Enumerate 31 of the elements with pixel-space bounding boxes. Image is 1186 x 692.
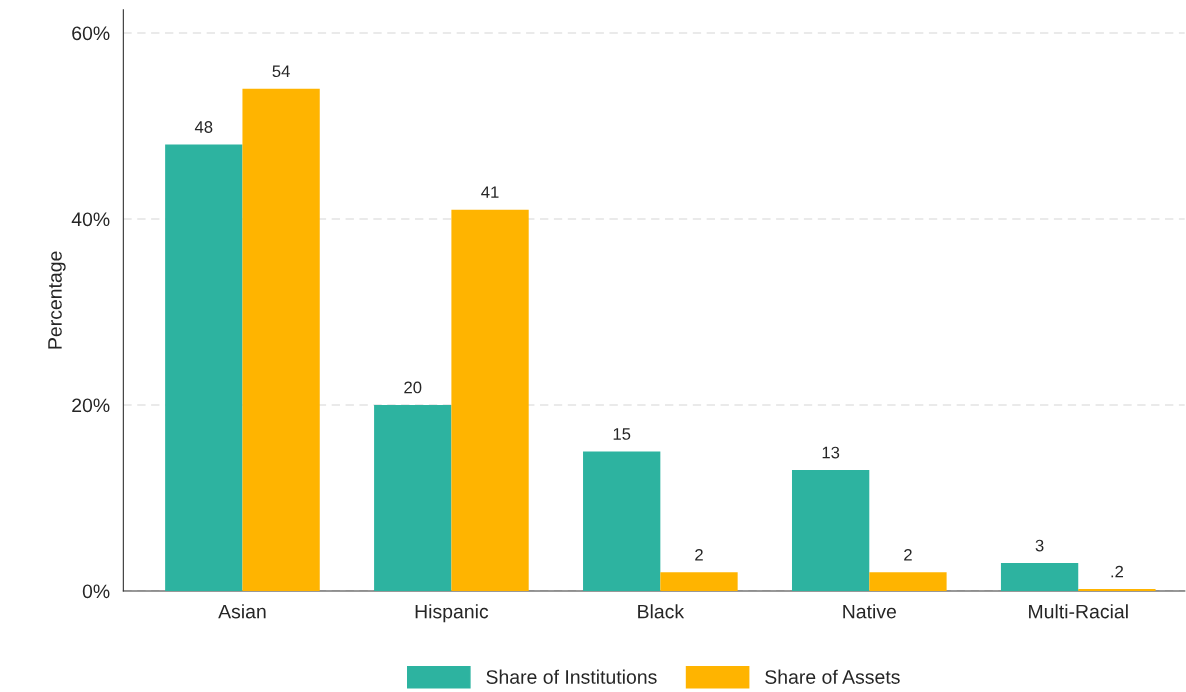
bar [242,88,320,591]
bar [374,404,452,591]
x-tick-label: Black [638,604,685,619]
x-tick-label: Multi-Racial [1029,604,1128,619]
x-tick-label: Native [843,604,896,619]
data-label: 20 [404,381,422,394]
data-label: 2 [904,548,912,561]
x-tick-label: Asian [218,604,266,619]
y-tick-label: 20% [72,398,110,413]
bar [791,470,870,591]
bar [1000,563,1079,591]
bar [583,451,661,591]
data-label: 54 [272,65,290,78]
data-label: 3 [1035,539,1044,552]
legend-label: Share of Assets [765,669,900,684]
y-tick-label: 60% [72,26,110,41]
data-label: 15 [613,428,631,440]
bar [660,572,738,591]
y-tick-label: 40% [71,212,110,227]
bar [869,572,947,591]
data-label: 2 [695,548,703,561]
y-axis-title: Percentage [48,251,66,349]
x-tick-label: Hispanic [415,604,489,623]
data-label: .2 [1111,565,1124,578]
data-label: 13 [822,446,840,459]
data-label: 41 [481,186,499,198]
y-tick-label: 0% [82,584,110,599]
bar [165,144,243,591]
legend-label: Share of Institutions [486,669,657,684]
data-label: 48 [194,121,213,133]
bar [451,209,529,591]
